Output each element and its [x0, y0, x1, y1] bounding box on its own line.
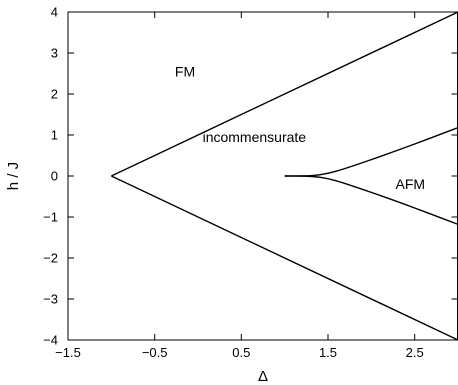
- region-label: incommensurate: [203, 129, 307, 145]
- y-ticks: −4 −3 −2 −1 0 1 2 3 4: [43, 5, 458, 348]
- region-label: AFM: [396, 176, 426, 192]
- y-tick-label: 4: [51, 5, 58, 20]
- region-label: FM: [175, 63, 195, 79]
- y-tick-label: −4: [43, 333, 58, 348]
- y-tick-label: −2: [43, 251, 58, 266]
- x-tick-label: 2.5: [406, 345, 424, 360]
- x-ticks: −1.5 −0.5 0.5 1.5 2.5: [55, 12, 424, 360]
- curves-layer: [111, 11, 458, 341]
- phase-boundary-line-3: [284, 126, 458, 177]
- x-tick-label: 1.5: [319, 345, 337, 360]
- y-tick-label: 0: [51, 169, 58, 184]
- phase-boundary-line-1: [111, 11, 458, 177]
- x-tick-label: −1.5: [55, 345, 81, 360]
- phase-boundary-line-2: [111, 175, 458, 341]
- x-tick-label: 0.5: [232, 345, 250, 360]
- y-axis-title: h / J: [5, 162, 22, 190]
- x-axis-title: Δ: [258, 368, 268, 385]
- x-tick-label: −0.5: [142, 345, 168, 360]
- y-tick-label: −3: [43, 292, 58, 307]
- region-labels: FM incommensurate AFM: [175, 63, 425, 192]
- y-tick-label: −1: [43, 210, 58, 225]
- y-tick-label: 1: [51, 128, 58, 143]
- phase-boundary-line-4: [284, 175, 458, 226]
- y-tick-label: 2: [51, 87, 58, 102]
- y-tick-label: 3: [51, 46, 58, 61]
